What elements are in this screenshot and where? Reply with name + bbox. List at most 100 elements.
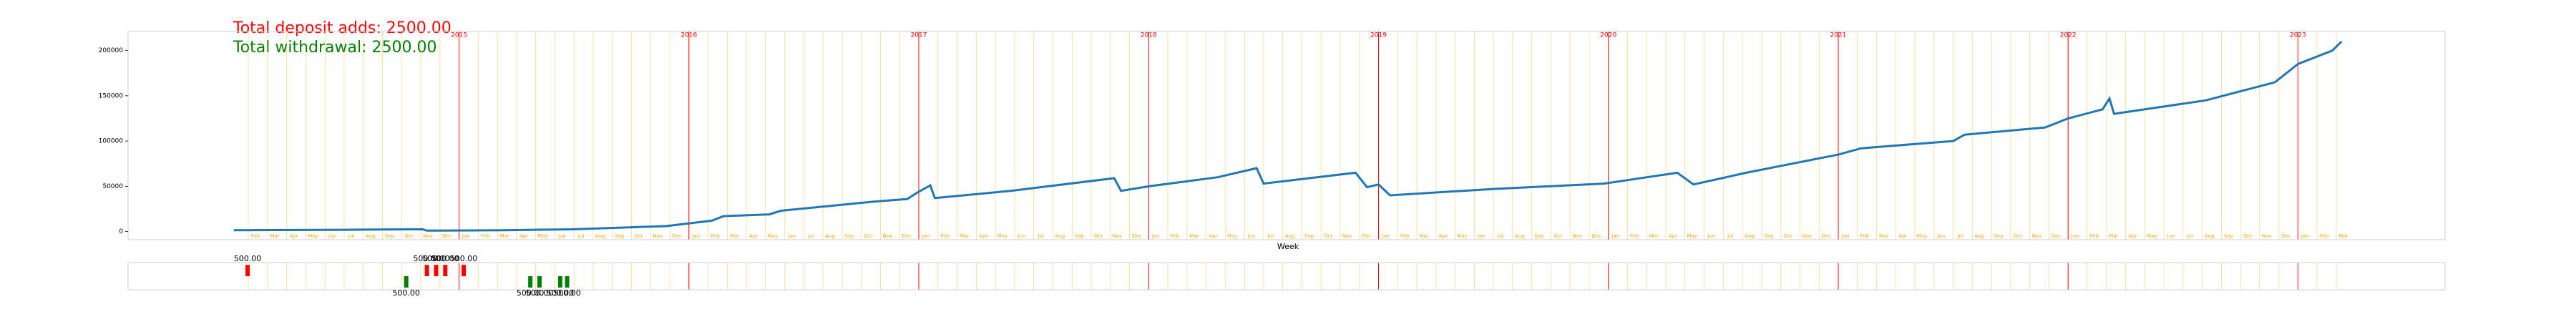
- minor-tick-label: Feb: [2320, 233, 2329, 239]
- minor-tick-label: Aug: [1515, 233, 1525, 239]
- minor-tick-label: Oct: [1784, 233, 1792, 239]
- minor-tick-label: Sep: [1994, 233, 2004, 239]
- x-axis-label: Week: [1277, 242, 1299, 251]
- minor-tick-label: Aug: [1055, 233, 1065, 239]
- data-label: 500.00: [234, 254, 262, 263]
- minor-tick-label: Jul: [577, 233, 585, 239]
- minor-tick-label: Nov: [1802, 233, 1812, 239]
- minor-tick-label: Dec: [1362, 233, 1372, 239]
- minor-tick-label: Feb: [481, 233, 490, 239]
- minor-tick-label: Jan: [1151, 233, 1160, 239]
- minor-tick-label: May: [1687, 233, 1697, 239]
- minor-tick-label: Apr: [1209, 233, 1218, 239]
- minor-tick-label: Feb: [940, 233, 950, 239]
- minor-tick-label: Dec: [902, 233, 912, 239]
- minor-tick-label: Jun: [2167, 233, 2175, 239]
- minor-tick-label: Aug: [366, 233, 376, 239]
- year-label: 2015: [451, 32, 467, 39]
- minor-tick-label: May: [1917, 233, 1927, 239]
- data-label: 500.00: [547, 288, 575, 298]
- minor-tick-label: Mar: [1879, 233, 1888, 239]
- minor-tick-label: Apr: [519, 233, 528, 239]
- bar: [245, 265, 250, 276]
- annotation: Total deposit adds: 2500.00: [233, 19, 452, 37]
- minor-tick-label: Apr: [979, 233, 987, 239]
- minor-tick-label: Dec: [1132, 233, 1142, 239]
- minor-tick-label: Jun: [557, 233, 566, 239]
- bar: [434, 265, 439, 276]
- minor-tick-label: Jul: [1037, 233, 1044, 239]
- minor-tick-label: Feb: [1630, 233, 1639, 239]
- year-label: 2017: [911, 32, 927, 39]
- minor-tick-label: Jun: [1247, 233, 1256, 239]
- annotation: Total withdrawal: 2500.00: [233, 39, 437, 57]
- bar: [424, 265, 429, 276]
- minor-tick-label: Jun: [787, 233, 796, 239]
- minor-tick-label: Dec: [1591, 233, 1601, 239]
- minor-tick-label: Apr: [749, 233, 758, 239]
- minor-tick-label: Apr: [1669, 233, 1677, 239]
- minor-tick-label: Apr: [1898, 233, 1907, 239]
- minor-tick-label: Apr: [1439, 233, 1448, 239]
- minor-tick-label: Sep: [1534, 233, 1544, 239]
- data-label: 500.00: [553, 288, 581, 298]
- minor-tick-label: Apr: [2128, 233, 2137, 239]
- data-label: 500.00: [526, 288, 554, 298]
- minor-tick-label: Nov: [1572, 233, 1582, 239]
- data-label: 500.00: [517, 288, 545, 298]
- minor-tick-label: Dec: [2281, 233, 2291, 239]
- minor-tick-label: Jan: [2071, 233, 2079, 239]
- minor-tick-label: Aug: [595, 233, 605, 239]
- minor-tick-label: Jul: [2187, 233, 2194, 239]
- minor-tick-label: Mar: [500, 233, 509, 239]
- data-label: 500.00: [431, 254, 459, 263]
- y-tick-label: 150000: [99, 92, 124, 99]
- minor-tick-label: Feb: [251, 233, 260, 239]
- minor-tick-label: Jan: [462, 233, 470, 239]
- minor-tick-label: Nov: [883, 233, 893, 239]
- minor-tick-label: Sep: [844, 233, 854, 239]
- minor-tick-label: Oct: [1553, 233, 1562, 239]
- year-label: 2023: [2290, 32, 2306, 39]
- minor-tick-label: Mar: [270, 233, 279, 239]
- minor-tick-label: Sep: [1075, 233, 1085, 239]
- minor-tick-label: Oct: [1324, 233, 1332, 239]
- minor-tick-label: Jun: [328, 233, 336, 239]
- minor-tick-label: Nov: [653, 233, 663, 239]
- y-tick-label: 50000: [102, 183, 123, 190]
- minor-tick-label: Nov: [1342, 233, 1352, 239]
- minor-tick-label: Jul: [1727, 233, 1734, 239]
- minor-tick-label: Dec: [442, 233, 452, 239]
- minor-tick-label: Jul: [348, 233, 355, 239]
- data-label: 500.00: [450, 254, 478, 263]
- y-tick-label: 100000: [99, 138, 124, 145]
- minor-tick-label: Nov: [2032, 233, 2042, 239]
- minor-tick-label: Mar: [960, 233, 969, 239]
- minor-tick-label: Nov: [1113, 233, 1123, 239]
- minor-tick-label: Mar: [1189, 233, 1199, 239]
- minor-tick-label: May: [308, 233, 318, 239]
- minor-tick-label: Aug: [1974, 233, 1984, 239]
- minor-tick-label: Mar: [1420, 233, 1429, 239]
- minor-tick-label: Feb: [1171, 233, 1180, 239]
- minor-tick-label: Sep: [1764, 233, 1774, 239]
- minor-tick-label: Feb: [1860, 233, 1869, 239]
- bar: [461, 265, 466, 276]
- minor-tick-label: Feb: [2090, 233, 2099, 239]
- minor-tick-label: Mar: [730, 233, 739, 239]
- minor-tick-label: May: [768, 233, 778, 239]
- minor-tick-label: Aug: [825, 233, 835, 239]
- minor-tick-label: Jan: [922, 233, 930, 239]
- minor-tick-label: Aug: [1285, 233, 1295, 239]
- y-tick-label: 0: [119, 228, 123, 235]
- minor-tick-label: May: [997, 233, 1008, 239]
- minor-tick-label: May: [1227, 233, 1237, 239]
- minor-tick-label: Jan: [2301, 233, 2309, 239]
- minor-tick-label: Dec: [2051, 233, 2062, 239]
- minor-tick-label: Jan: [1841, 233, 1850, 239]
- plot-frame: [127, 262, 2446, 291]
- minor-tick-label: Jul: [1956, 233, 1963, 239]
- minor-tick-label: Jul: [807, 233, 814, 239]
- minor-tick-label: Oct: [404, 233, 413, 239]
- year-label: 2018: [1141, 32, 1157, 39]
